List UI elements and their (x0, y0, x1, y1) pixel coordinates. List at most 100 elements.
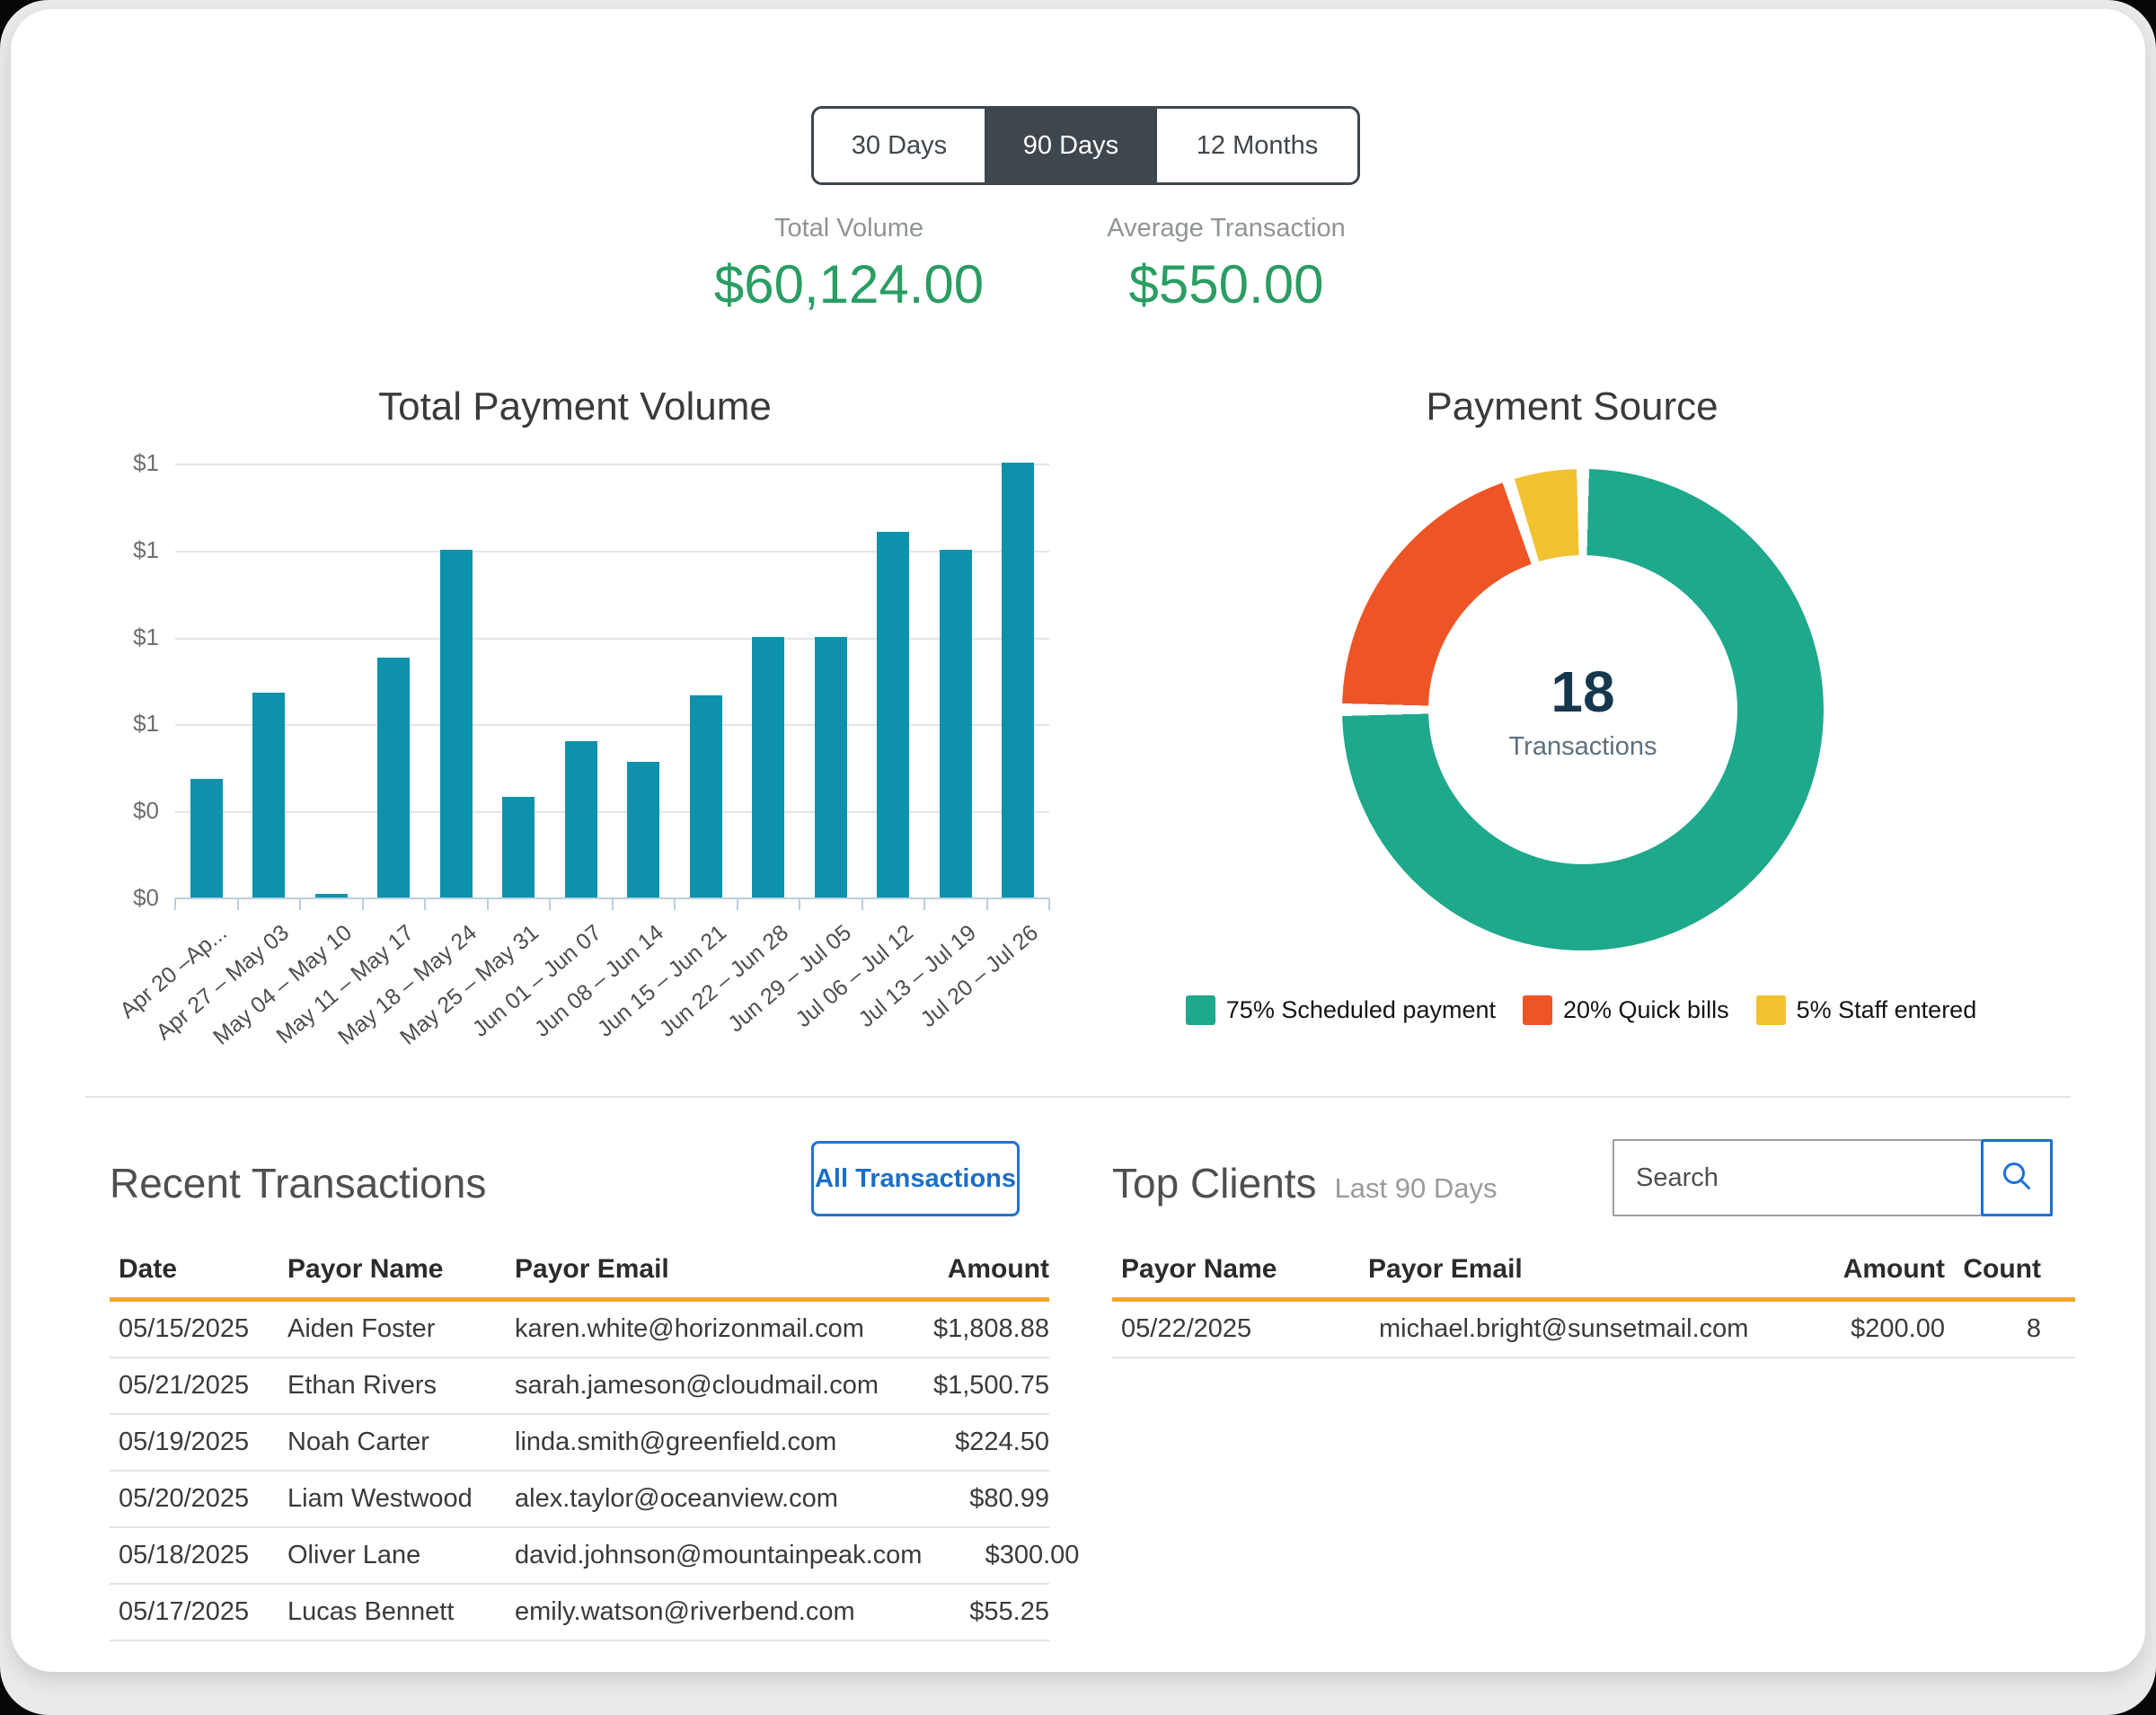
bar (689, 695, 722, 897)
y-axis-label: $1 (133, 449, 159, 476)
bar (814, 636, 847, 897)
top-clients-heading: Top Clients Last 90 Days (1112, 1159, 1498, 1207)
stat-label: Average Transaction (1107, 214, 1346, 243)
table-cell: david.johnson@mountainpeak.com (515, 1541, 923, 1569)
table-cell: $1,808.88 (932, 1314, 1049, 1343)
table-cell: $55.25 (969, 1597, 1049, 1626)
table-header-row: Date Payor Name Payor Email Amount (110, 1254, 1049, 1302)
x-axis-tick (299, 898, 301, 910)
y-axis-label: $0 (133, 884, 159, 911)
bar-chart-plot: $1 $1 $1 $1 $0 $0 Apr 20 –Ap... Apr 27 – May 03… (115, 449, 1050, 1050)
bar (252, 692, 286, 897)
column-header: Payor Name (287, 1254, 444, 1284)
table-cell: 05/17/2025 (119, 1597, 250, 1626)
table-cell: 05/18/2025 (119, 1541, 250, 1569)
table-cell: linda.smith@greenfield.com (515, 1428, 837, 1456)
table-cell: alex.taylor@oceanview.com (515, 1484, 838, 1513)
column-header: Payor Name (1121, 1254, 1277, 1284)
bar (314, 894, 348, 897)
legend-item: 20% Quick bills (1523, 995, 1729, 1025)
table-cell: 05/22/2025 (1121, 1314, 1252, 1343)
stat-block: Total Volume $60,124.00 (701, 214, 997, 312)
search-button[interactable] (1981, 1139, 2053, 1216)
time-range-toggle: 30 Days 90 Days 12 Months (811, 106, 1360, 185)
all-transactions-button[interactable]: All Transactions (811, 1141, 1020, 1216)
table-row: 05/21/2025 Ethan Rivers sarah.jameson@clou… (110, 1358, 1049, 1415)
bar (939, 549, 972, 897)
column-header: Payor Email (515, 1254, 669, 1284)
column-header: Date (119, 1254, 178, 1284)
table-row: 05/22/2025 michael.bright@sunsetmail.com $… (1112, 1302, 2075, 1358)
bar-chart-title: Total Payment Volume (378, 385, 772, 429)
bar (439, 549, 473, 897)
stats-row: Total Volume $60,124.00 Average Transactio… (701, 214, 1374, 312)
x-axis-tick (861, 898, 863, 910)
table-cell: Ethan Rivers (287, 1371, 437, 1400)
table-cell: karen.white@horizonmail.com (515, 1314, 864, 1343)
table-cell: Aiden Foster (287, 1314, 436, 1343)
legend-item: 75% Scheduled payment (1185, 995, 1496, 1025)
recent-transactions-table: Date Payor Name Payor Email Amount 05/15/202… (110, 1254, 1079, 1641)
y-axis-label: $1 (133, 623, 159, 650)
table-cell: Liam Westwood (287, 1484, 473, 1513)
x-axis-tick (923, 898, 925, 910)
stat-value: $550.00 (1128, 254, 1324, 314)
x-axis-tick (361, 898, 364, 910)
table-cell: $1,500.75 (932, 1371, 1049, 1400)
table-cell: $224.50 (955, 1428, 1049, 1456)
donut-chart-title: Payment Source (1426, 385, 1719, 429)
legend-item: 5% Staff entered (1755, 995, 1977, 1025)
legend-label: 20% Quick bills (1563, 996, 1729, 1023)
top-clients-table: Payor Name Payor Email Amount Count 05/22/20… (1112, 1254, 2075, 1358)
table-cell: Lucas Bennett (287, 1597, 455, 1626)
search-icon (1998, 1157, 2036, 1199)
bar (190, 779, 223, 897)
table-cell: $80.99 (969, 1484, 1049, 1513)
table-cell: $200.00 (1851, 1314, 1945, 1343)
table-cell: emily.watson@riverbend.com (515, 1597, 855, 1626)
donut-center-label: Transactions (1508, 731, 1657, 761)
table-cell: 05/20/2025 (119, 1484, 250, 1513)
table-cell: 05/21/2025 (119, 1371, 250, 1400)
legend-swatch (1185, 995, 1215, 1025)
legend-label: 75% Scheduled payment (1225, 996, 1496, 1023)
y-axis-label: $1 (133, 535, 159, 563)
search-input[interactable] (1613, 1139, 1981, 1216)
tab-90-days[interactable]: 90 Days (985, 109, 1157, 182)
top-clients-subtitle: Last 90 Days (1334, 1172, 1498, 1204)
recent-transactions-title: Recent Transactions (110, 1160, 487, 1207)
stat-label: Total Volume (773, 214, 924, 243)
bar (752, 636, 785, 897)
x-axis-tick (736, 898, 738, 910)
table-cell: $300.00 (985, 1541, 1080, 1569)
legend-swatch (1755, 995, 1786, 1025)
legend-swatch (1523, 995, 1552, 1025)
tab-12-months[interactable]: 12 Months (1196, 130, 1319, 160)
bar (377, 657, 411, 897)
table-row: 05/18/2025 Oliver Lane david.johnson@mount… (110, 1528, 1079, 1585)
table-row: 05/19/2025 Noah Carter linda.smith@greenfi… (110, 1415, 1049, 1472)
table-row: 05/15/2025 Aiden Foster karen.white@horizo… (110, 1302, 1049, 1358)
table-cell: Oliver Lane (287, 1541, 421, 1569)
dashboard-card (11, 9, 2145, 1672)
legend-label: 5% Staff entered (1796, 996, 1977, 1023)
gridline (175, 811, 1049, 814)
table-cell: 05/15/2025 (119, 1314, 250, 1343)
bar (502, 796, 535, 897)
x-axis-tick (1048, 898, 1050, 910)
stat-value: $60,124.00 (713, 254, 985, 314)
donut-center-value: 18 (1551, 659, 1615, 724)
table-cell: 8 (2026, 1314, 2041, 1343)
bar (627, 762, 660, 897)
column-header: Count (1963, 1254, 2041, 1284)
section-divider (85, 1096, 2071, 1098)
stat-block: Average Transaction $550.00 (1078, 214, 1374, 312)
table-row: 05/17/2025 Lucas Bennett emily.watson@rive… (110, 1585, 1049, 1641)
donut-legend: 75% Scheduled payment 20% Quick bills 5% S… (1185, 995, 1976, 1025)
x-axis-tick (674, 898, 676, 910)
column-header: Payor Email (1368, 1254, 1523, 1284)
tab-30-days[interactable]: 30 Days (851, 130, 948, 160)
gridline (175, 550, 1049, 553)
x-axis-tick (985, 898, 988, 910)
